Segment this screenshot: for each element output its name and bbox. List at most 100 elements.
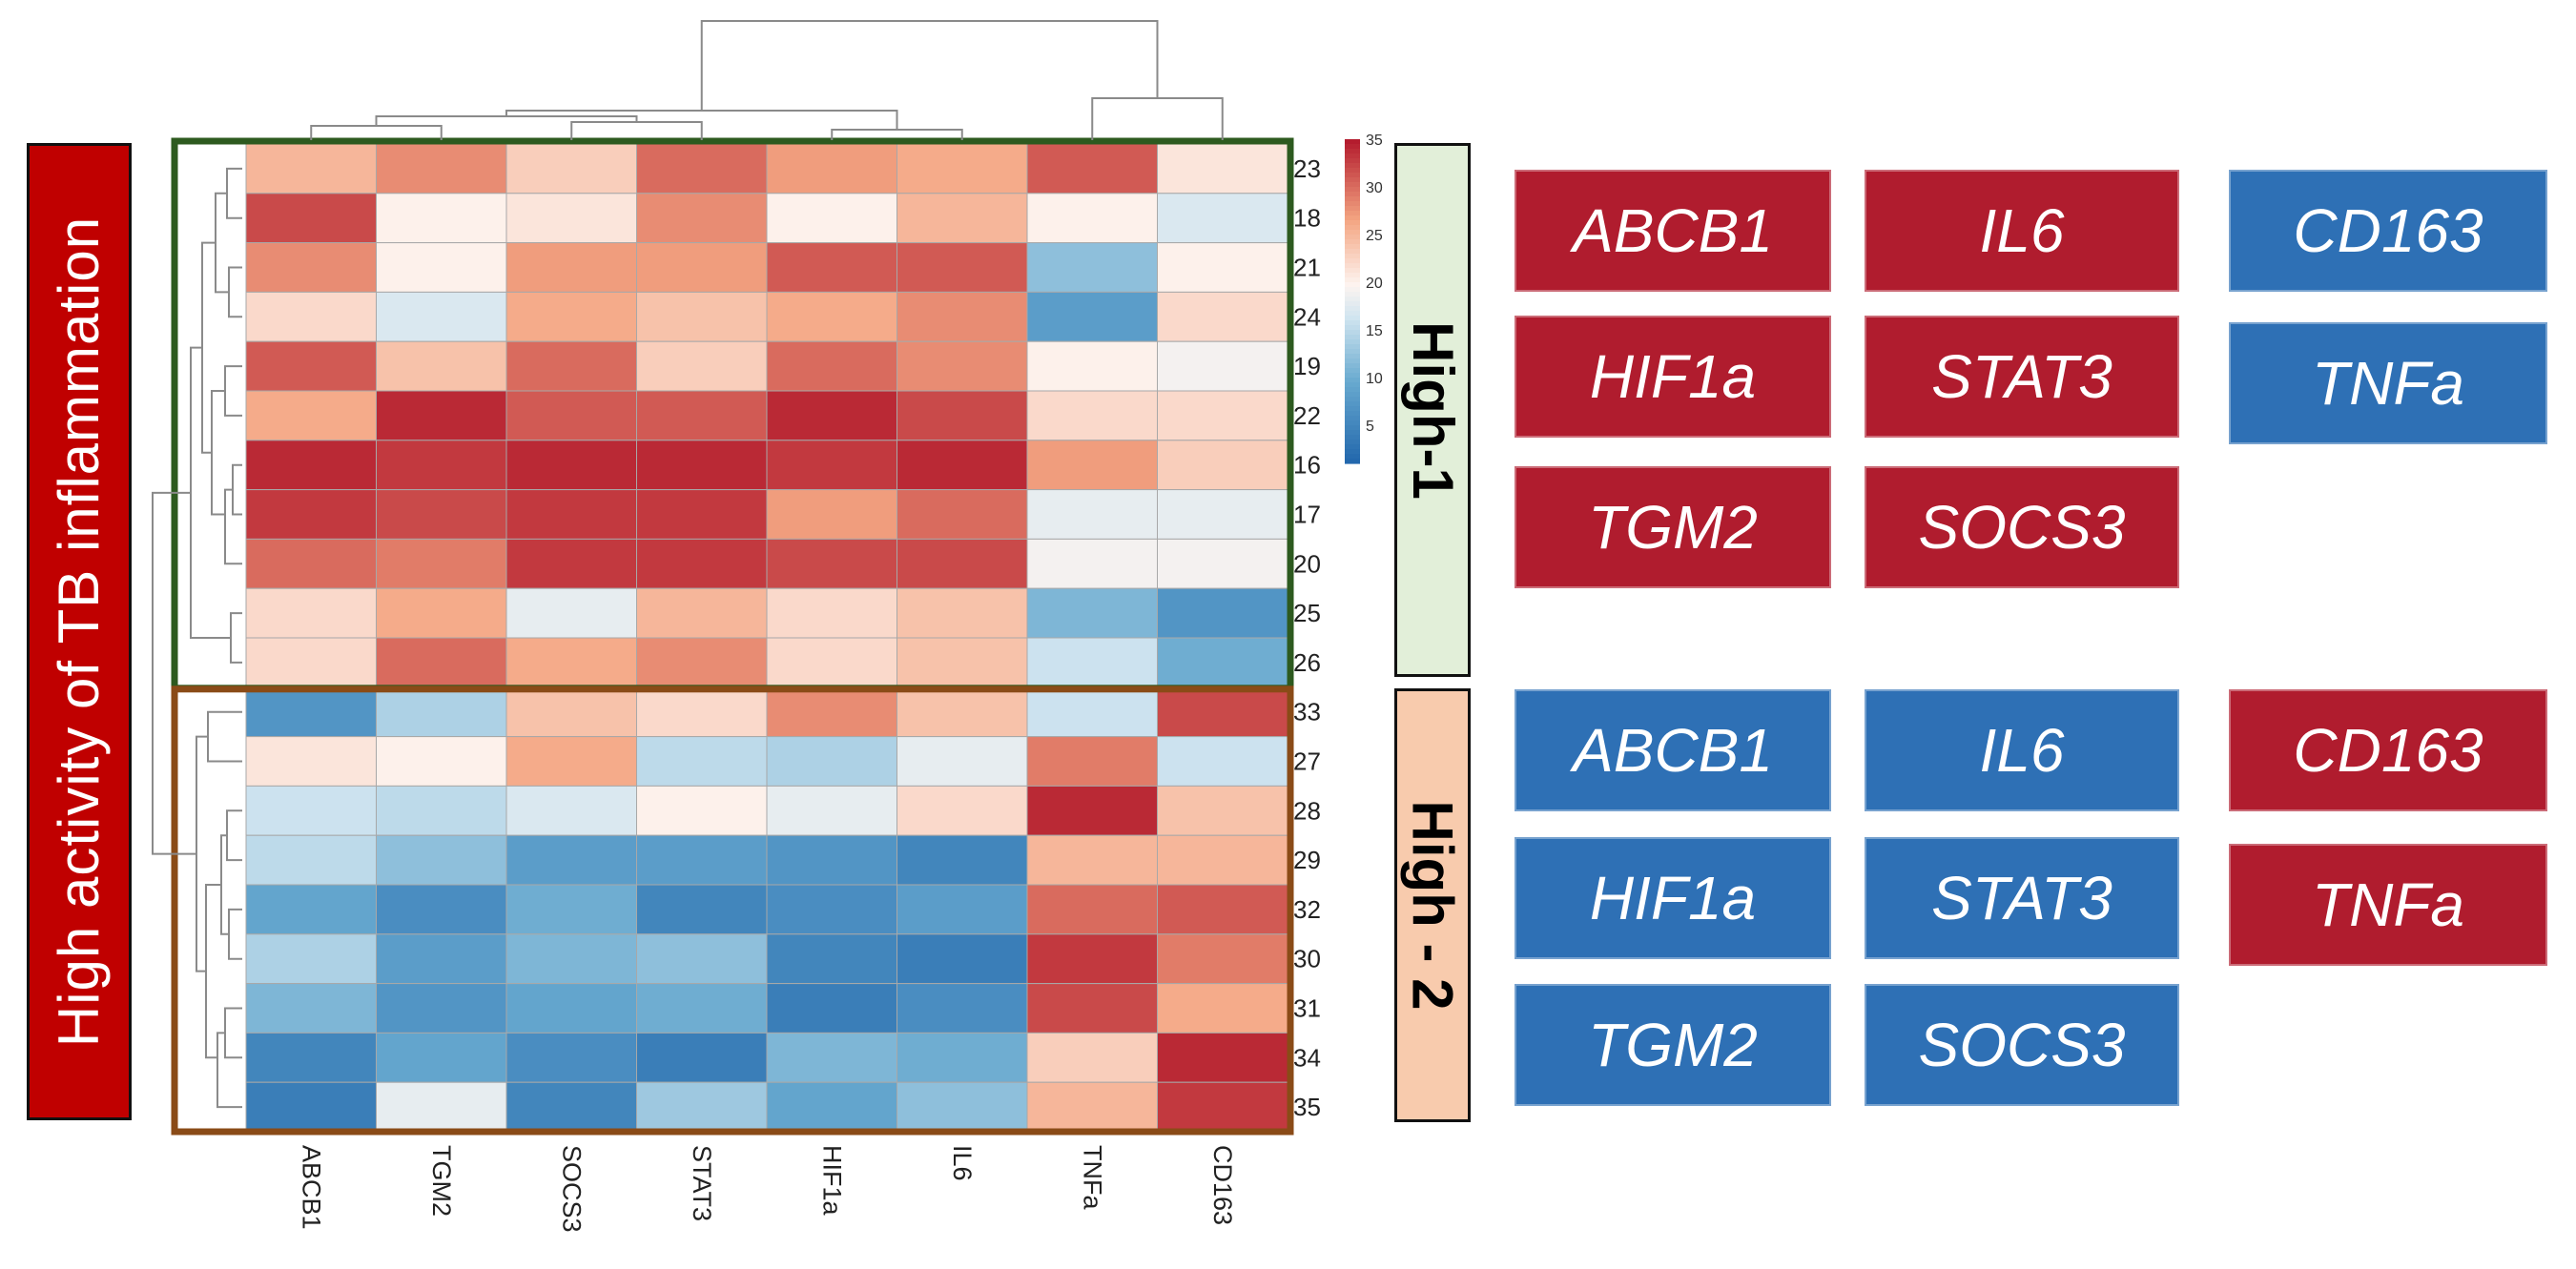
heatmap-cell [376,291,507,342]
heatmap-cell [376,538,507,589]
heatmap-cell [766,884,897,935]
color-scale-segment [1345,363,1360,369]
heatmap-cell [245,637,377,688]
heatmap-cell [245,538,377,589]
heatmap-cell [505,291,637,342]
heatmap-cell [636,143,768,194]
high1-gene-box-hif1a: HIF1a [1515,316,1831,438]
heatmap-cell [505,143,637,194]
heatmap-cell [766,143,897,194]
heatmap-cell [636,340,768,392]
heatmap-cell [245,340,377,392]
heatmap-cell [766,340,897,392]
color-scale-segment [1345,406,1360,412]
row-label: 24 [1293,302,1321,331]
row-label: 34 [1293,1043,1321,1072]
column-label: TGM2 [427,1145,456,1217]
color-scale-segment [1345,330,1360,336]
heatmap-cell [376,834,507,886]
high2-gene-box-stat3: STAT3 [1865,837,2179,959]
row-label: 30 [1293,945,1321,973]
heatmap-cell [245,390,377,441]
heatmap-cell [636,686,768,738]
row-dendrogram-link [228,266,242,318]
heatmap-cell [1026,538,1158,589]
heatmap-cell [505,834,637,886]
heatmap-cell [245,736,377,787]
heatmap-cell [376,933,507,985]
heatmap-cell [1157,884,1288,935]
color-scale-segment [1345,282,1360,288]
heatmap-cell [1026,933,1158,985]
high1-group-label: High-1 [1394,143,1471,677]
row-dendrogram-link [226,167,242,219]
heatmap-cell [766,587,897,639]
heatmap-cell [1026,884,1158,935]
heatmap-cell [896,933,1028,985]
color-scale-segment [1345,306,1360,312]
heatmap-cell [245,143,377,194]
heatmap-cell [636,884,768,935]
heatmap-cell [1026,1032,1158,1083]
heatmap-cell [1157,390,1288,441]
color-scale-segment [1345,244,1360,250]
color-scale-segment [1345,411,1360,417]
color-scale-segment [1345,297,1360,302]
heatmap-cell [505,587,637,639]
color-scale-segment [1345,201,1360,207]
color-scale-segment [1345,420,1360,426]
heatmap-cell [636,1081,768,1133]
heatmap-cell [636,736,768,787]
heatmap-cell [1157,440,1288,491]
high1-gene-box-abcb1: ABCB1 [1515,170,1831,292]
heatmap-cell [505,637,637,688]
heatmap-cell [636,587,768,639]
high1-label-text: High-1 [1400,320,1465,500]
heatmap-cell [1157,193,1288,244]
row-dendrogram-link [216,1032,242,1109]
heatmap-cell [1026,340,1158,392]
heatmap-cell [1026,143,1158,194]
heatmap-cell [896,242,1028,293]
high2-border [171,686,1294,1136]
row-dendrogram-link [152,491,196,855]
side-title-text: High activity of TB inflammation [47,215,112,1048]
color-scale-segment [1345,459,1360,464]
heatmap-cell [505,983,637,1034]
heatmap-cell [245,440,377,491]
color-scale-segment [1345,187,1360,193]
color-scale-tick: 15 [1366,323,1383,339]
color-scale-segment [1345,301,1360,307]
heatmap-cell [245,587,377,639]
color-scale-tick: 20 [1366,276,1383,292]
high1-gene-box-stat3: STAT3 [1865,316,2179,438]
color-scale-segment [1345,230,1360,235]
heatmap-cell [376,1032,507,1083]
color-scale-segment [1345,358,1360,364]
color-scale-segment [1345,211,1360,216]
row-label: 20 [1293,549,1321,578]
heatmap-cell [1026,489,1158,540]
heatmap-cell [896,884,1028,935]
heatmap-cell [376,440,507,491]
heatmap-cell [896,489,1028,540]
high1-gene-box-socs3: SOCS3 [1865,466,2179,588]
row-label: 28 [1293,796,1321,825]
heatmap-cell [245,983,377,1034]
color-scale-segment [1345,449,1360,455]
heatmap-cell [245,291,377,342]
heatmap-cell [505,884,637,935]
heatmap-cell [766,193,897,244]
heatmap-cell [1157,834,1288,886]
heatmap-cell [636,390,768,441]
heatmap-cell [896,983,1028,1034]
heatmap-cell [505,933,637,985]
heatmap-cell [896,686,1028,738]
color-scale-segment [1345,254,1360,259]
heatmap-cell [766,933,897,985]
high2-gene-box-abcb1: ABCB1 [1515,689,1831,811]
color-scale-segment [1345,154,1360,159]
color-scale-segment [1345,416,1360,421]
heatmap-cell [1026,291,1158,342]
heatmap-cell [505,1081,637,1133]
